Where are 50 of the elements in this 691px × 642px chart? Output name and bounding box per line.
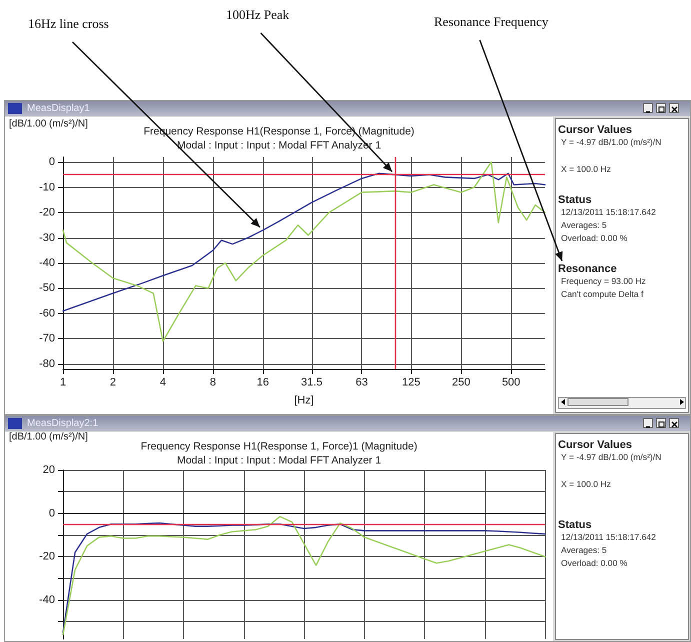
chart-subtitle: Modal : Input : Input : Modal FFT Analyzer 1: [176, 454, 382, 466]
y-tick-label: -80: [39, 358, 55, 370]
y-tick-label: -60: [39, 307, 55, 320]
y-tick-label: 20: [42, 464, 55, 476]
x-axis-title: [Hz]: [294, 394, 314, 406]
chart-title: Frequency Response H1(Response 1, Force)1 (Magnitude): [140, 440, 418, 452]
text: Cursor Values: [558, 124, 633, 136]
text: Status: [558, 194, 593, 206]
text: Resonance: [558, 263, 618, 275]
text: Resonance Frequency: [434, 14, 548, 30]
text: X = 100.0 Hz: [561, 478, 612, 491]
y-tick-label: -50: [39, 282, 55, 294]
x-tick-label: 4: [160, 376, 166, 388]
x-tick-label: 16: [256, 376, 270, 388]
text: Overload: 0.00 %: [561, 232, 628, 245]
x-tick-label: 8: [210, 376, 216, 388]
annotation: 16Hz line cross: [28, 16, 109, 32]
x-tick-label: 31.5: [301, 376, 322, 388]
y-tick-label: -10: [39, 181, 55, 194]
text: X = 100.0 Hz: [561, 163, 612, 176]
text: Averages: 5: [561, 219, 608, 232]
x-tick-label: 63: [356, 376, 368, 388]
text: 12/13/2011 15:18:17.642: [561, 531, 657, 544]
text: 12/13/2011 15:18:17.642: [561, 206, 657, 219]
annotation: 100Hz Peak: [226, 7, 290, 23]
y-tick-label: -20: [39, 550, 55, 563]
text: Y = -4.97 dB/1.00 (m/s²)/N: [561, 451, 662, 464]
text: Averages: 5: [561, 544, 608, 557]
text: Overload: 0.00 %: [561, 557, 628, 570]
y-tick-label: -20: [39, 206, 55, 219]
y-tick-label: -30: [39, 232, 55, 244]
x-tick-label: 1: [60, 376, 66, 388]
y-tick-label: -70: [39, 332, 55, 345]
y-tick-label: 0: [48, 156, 55, 168]
x-tick-label: 2: [110, 376, 116, 388]
text: MeasDisplay2:1: [27, 418, 98, 429]
text: Cursor Values: [558, 439, 633, 451]
x-tick-label: 250: [452, 376, 470, 388]
text: Status: [558, 519, 593, 531]
x-tick-label: 500: [502, 376, 520, 388]
text: Frequency = 93.00 Hz: [561, 275, 647, 288]
y-tick-label: -40: [39, 594, 55, 606]
y-axis-title: [dB/1.00 (m/s²)/N]: [9, 432, 88, 442]
text: MeasDisplay1: [27, 103, 90, 114]
y-tick-label: -40: [39, 257, 55, 269]
text: Y = -4.97 dB/1.00 (m/s²)/N: [561, 136, 662, 149]
y-axis-title: [dB/1.00 (m/s²)/N]: [9, 118, 88, 130]
y-tick-label: 0: [48, 507, 55, 520]
x-tick-label: 125: [402, 376, 420, 388]
text: Can't compute Delta f: [561, 288, 644, 301]
